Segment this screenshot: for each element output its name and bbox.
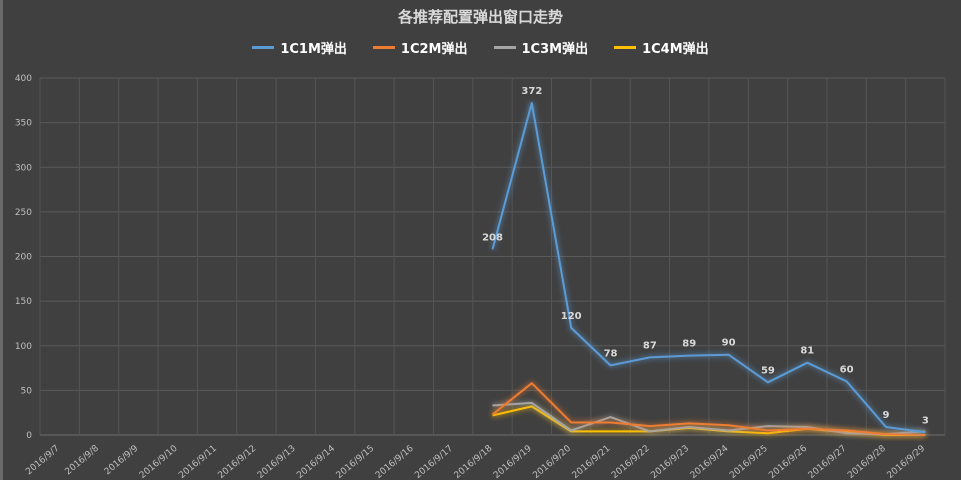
x-tick-label: 2016/9/23 bbox=[649, 444, 691, 480]
x-tick-label: 2016/9/25 bbox=[728, 444, 770, 480]
y-tick-label: 50 bbox=[21, 386, 33, 396]
x-tick-label: 2016/9/21 bbox=[571, 444, 613, 480]
x-tick-label: 2016/9/8 bbox=[64, 443, 102, 477]
data-label: 90 bbox=[722, 338, 736, 349]
y-tick-label: 200 bbox=[15, 253, 32, 263]
data-label: 89 bbox=[682, 339, 696, 350]
x-tick-label: 2016/9/17 bbox=[413, 444, 455, 480]
legend-label-1c1m: 1C1M弹出 bbox=[280, 42, 347, 57]
data-label: 87 bbox=[643, 340, 657, 351]
x-tick-label: 2016/9/19 bbox=[492, 443, 534, 480]
x-tick-label: 2016/9/20 bbox=[531, 443, 573, 480]
y-tick-label: 150 bbox=[15, 297, 32, 307]
x-tick-label: 2016/9/7 bbox=[24, 444, 61, 478]
data-label: 3 bbox=[922, 415, 929, 426]
x-tick-label: 2016/9/12 bbox=[217, 444, 259, 480]
x-tick-label: 2016/9/29 bbox=[885, 443, 927, 480]
series-line bbox=[491, 102, 926, 434]
x-tick-label: 2016/9/15 bbox=[335, 444, 377, 480]
x-tick-label: 2016/9/14 bbox=[295, 443, 337, 480]
x-tick-label: 2016/9/22 bbox=[610, 444, 652, 480]
legend-swatch-1c1m bbox=[252, 46, 275, 49]
legend-item-1c4m: 1C4M弹出 bbox=[614, 38, 709, 57]
data-label: 59 bbox=[761, 365, 775, 376]
x-tick-label: 2016/9/26 bbox=[767, 443, 809, 480]
legend-label-1c2m: 1C2M弹出 bbox=[400, 42, 468, 57]
x-tick-label: 2016/9/28 bbox=[846, 443, 888, 480]
data-label: 120 bbox=[561, 311, 582, 322]
window-edge bbox=[0, 0, 3, 480]
x-tick-label: 2016/9/27 bbox=[807, 444, 849, 480]
y-tick-label: 300 bbox=[15, 163, 32, 173]
y-tick-label: 0 bbox=[26, 431, 32, 441]
x-tick-label: 2016/9/16 bbox=[374, 443, 416, 480]
chart-title: 各推荐配置弹出窗口走势 bbox=[397, 8, 563, 26]
x-tick-label: 2016/9/11 bbox=[177, 444, 219, 480]
data-label: 208 bbox=[482, 232, 503, 243]
x-tick-label: 2016/9/10 bbox=[138, 443, 180, 480]
legend-item-1c2m: 1C2M弹出 bbox=[372, 38, 468, 57]
legend: 1C1M弹出 1C2M弹出 1C3M弹出 1C4M弹出 bbox=[0, 38, 961, 57]
y-tick-label: 400 bbox=[15, 74, 32, 84]
data-label: 78 bbox=[604, 348, 618, 359]
legend-swatch-1c3m bbox=[493, 46, 516, 49]
legend-item-1c3m: 1C3M弹出 bbox=[493, 38, 589, 57]
y-tick-label: 350 bbox=[15, 119, 32, 129]
legend-item-1c1m: 1C1M弹出 bbox=[252, 38, 347, 57]
data-label: 60 bbox=[840, 364, 854, 375]
x-tick-label: 2016/9/9 bbox=[103, 443, 141, 477]
legend-swatch-1c4m bbox=[614, 46, 637, 49]
y-tick-label: 100 bbox=[15, 342, 32, 352]
x-tick-label: 2016/9/24 bbox=[689, 443, 731, 480]
data-label: 9 bbox=[882, 410, 889, 421]
data-label: 81 bbox=[800, 346, 814, 357]
series-line bbox=[492, 401, 926, 436]
y-tick-label: 250 bbox=[15, 208, 32, 218]
x-tick-label: 2016/9/13 bbox=[256, 444, 298, 480]
legend-label-1c3m: 1C3M弹出 bbox=[521, 42, 589, 57]
legend-label-1c4m: 1C4M弹出 bbox=[642, 42, 709, 57]
series-line bbox=[491, 382, 926, 436]
legend-swatch-1c2m bbox=[372, 46, 395, 49]
x-tick-label: 2016/9/18 bbox=[453, 443, 495, 480]
data-label: 372 bbox=[521, 86, 542, 97]
